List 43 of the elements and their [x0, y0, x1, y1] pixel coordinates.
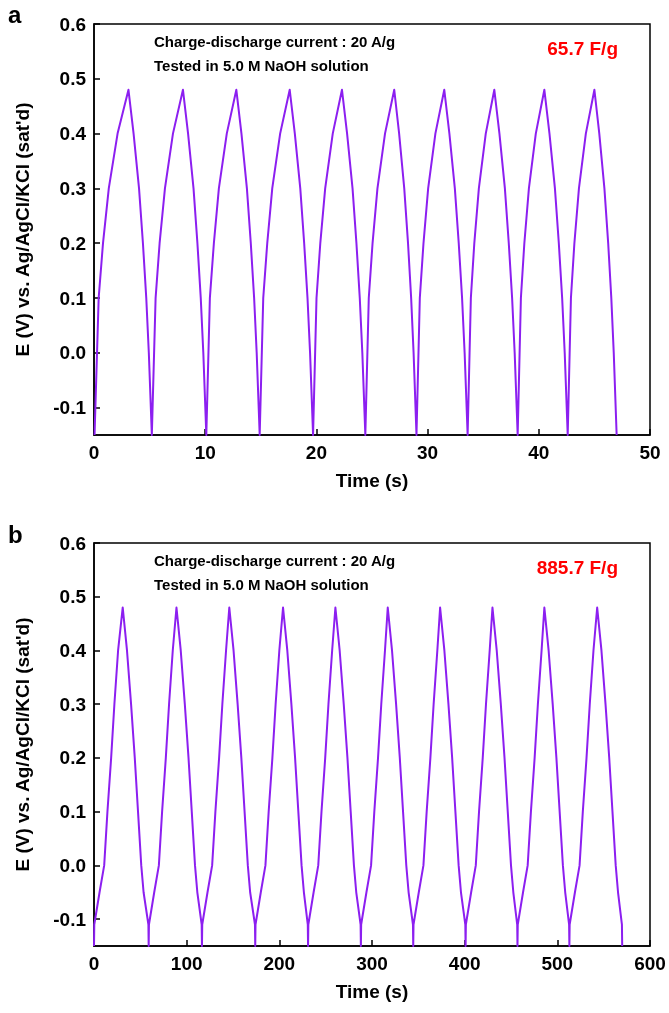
y-tick-label: 0.3 [59, 177, 86, 199]
y-axis-title: E (V) vs. Ag/AgCl/KCl (sat'd) [12, 617, 33, 872]
annotation: 65.7 F/g [547, 38, 618, 59]
y-tick-label: 0.0 [59, 854, 86, 876]
x-axis-title: Time (s) [335, 470, 409, 491]
y-tick-label: 0.2 [59, 747, 86, 769]
x-tick-label: 50 [639, 442, 661, 463]
x-tick-label: 100 [170, 953, 203, 974]
x-tick-label: 40 [528, 442, 550, 463]
annotation: Tested in 5.0 M NaOH solution [154, 57, 369, 74]
x-tick-label: 600 [634, 953, 666, 974]
x-tick-label: 200 [263, 953, 296, 974]
y-axis-title: E (V) vs. Ag/AgCl/KCl (sat'd) [12, 102, 33, 357]
y-tick-label: 0.5 [59, 68, 87, 90]
y-tick-label: 0.5 [59, 586, 87, 608]
x-tick-label: 400 [448, 953, 481, 974]
annotation: Charge-discharge current : 20 A/g [154, 33, 396, 50]
x-tick-label: 300 [356, 953, 388, 974]
y-tick-label: 0.6 [59, 13, 86, 35]
y-tick-label: 0.1 [59, 801, 87, 823]
annotation: Charge-discharge current : 20 A/g [154, 552, 396, 569]
y-tick-label: 0.2 [59, 232, 86, 254]
y-tick-label: 0.1 [59, 287, 87, 309]
chart-title: b [8, 520, 23, 548]
x-tick-label: 20 [305, 442, 327, 463]
x-axis-title: Time (s) [335, 981, 409, 1002]
y-tick-label: -0.1 [53, 908, 87, 930]
y-tick-label: -0.1 [53, 397, 87, 419]
line-series [93, 606, 624, 947]
annotation: Tested in 5.0 M NaOH solution [154, 576, 369, 593]
x-tick-label: 500 [541, 953, 574, 974]
chart-title: a [8, 0, 22, 28]
y-tick-label: 0.4 [59, 639, 87, 661]
y-tick-label: 0.0 [59, 342, 86, 364]
x-tick-label: 10 [194, 442, 216, 463]
x-tick-label: 0 [88, 953, 100, 974]
x-tick-label: 0 [88, 442, 100, 463]
x-tick-label: 30 [417, 442, 439, 463]
y-tick-label: 0.6 [59, 532, 86, 554]
y-tick-label: 0.4 [59, 123, 87, 145]
annotation: 885.7 F/g [536, 557, 619, 578]
y-tick-label: 0.3 [59, 693, 86, 715]
line-series [93, 88, 618, 436]
